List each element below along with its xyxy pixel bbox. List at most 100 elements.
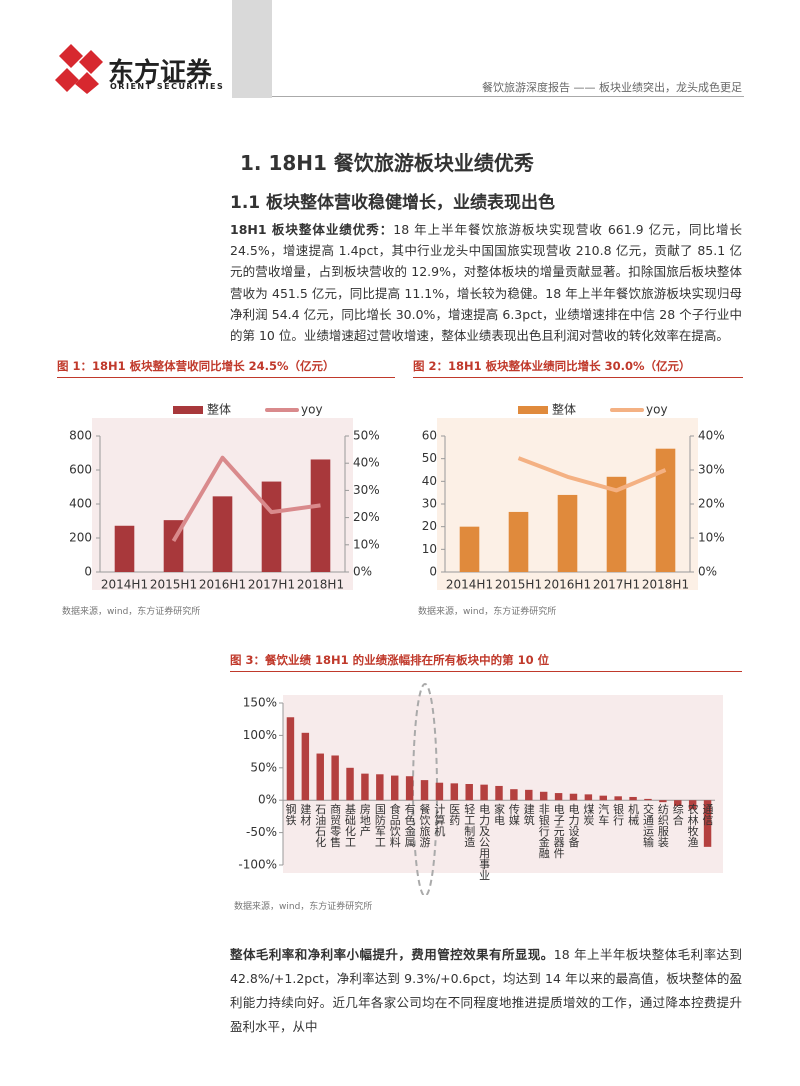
x-tick-label: 电子元器件: [552, 803, 565, 859]
y2-tick-label: 50%: [353, 429, 380, 443]
chart: -100% -50% 0% 50% 100% 150% 钢铁 建材 石油石化 商贸零售 基础化工 房地…: [238, 683, 723, 895]
y2-tick-label: 40%: [698, 429, 725, 443]
legend-swatch: [518, 406, 548, 414]
header-rule: [272, 96, 744, 97]
logo: [55, 44, 103, 94]
source: 数据来源，wind，东方证券研究所: [234, 902, 373, 912]
figure-title: 图 2：18H1 板块整体业绩同比增长 30.0%（亿元）: [413, 358, 743, 378]
y2-tick-label: 20%: [353, 510, 380, 524]
paragraph: 18H1 板块整体业绩优秀：18 年上半年餐饮旅游板块实现营收 661.9 亿元…: [230, 219, 742, 346]
y2-tick-label: 10%: [353, 537, 380, 551]
body: 18 年上半年餐饮旅游板块实现营收 661.9 亿元，同比增长 24.5%，增速…: [230, 222, 742, 344]
bar: [420, 780, 429, 801]
y2-tick-label: 30%: [353, 483, 380, 497]
y-tick-label: 400: [69, 497, 92, 511]
x-tick-label: 医药: [448, 803, 461, 826]
bar: [703, 800, 712, 847]
x-tick-label: 机械: [627, 802, 640, 826]
bar: [557, 494, 578, 572]
bar: [316, 753, 324, 801]
bar: [405, 776, 414, 801]
y-tick-label: 30: [422, 497, 437, 511]
x-tick-label: 家电: [493, 802, 506, 825]
bar: [539, 791, 548, 801]
x-tick-label: 商贸零售: [329, 802, 342, 848]
bar: [346, 767, 354, 801]
x-tick-label: 食品饮料: [388, 802, 401, 848]
x-tick-label: 2014H1: [101, 578, 148, 592]
bar: [212, 496, 233, 572]
y-tick-label: 600: [69, 463, 92, 477]
bar: [331, 755, 339, 801]
x-tick-label: 基础化工: [344, 803, 357, 847]
y-tick-label: 60: [422, 429, 437, 443]
y-tick-label: 0: [429, 565, 437, 579]
figure-title: 图 1：18H1 板块整体营收同比增长 24.5%（亿元）: [57, 358, 395, 378]
bar: [688, 800, 697, 810]
y-tick-label: 50%: [250, 760, 277, 774]
x-tick-label: 石油石化: [314, 803, 327, 848]
subsection-title: 1.1 板块整体营收稳健增长，业绩表现出色: [230, 193, 556, 213]
y-tick-label: 0%: [258, 793, 277, 807]
bar: [361, 773, 369, 801]
bar: [510, 789, 518, 801]
bar: [606, 476, 627, 572]
paragraph: 整体毛利率和净利率小幅提升，费用管控效果有所显现。18 年上半年板块整体毛利率达…: [230, 943, 742, 1039]
x-tick-label: 有色金属: [403, 802, 416, 848]
bar: [459, 526, 480, 572]
bar: [301, 732, 310, 801]
x-tick-label: 煤炭: [582, 803, 595, 826]
x-tick-label: 纺织服装: [656, 802, 669, 848]
bar: [261, 481, 282, 572]
bar: [655, 448, 676, 572]
y-tick-label: 800: [69, 429, 92, 443]
chart: 0 200 400 600 800 0% 10% 20% 30% 40% 50% 2014H1 2015…: [69, 402, 380, 592]
legend-label: yoy: [301, 403, 323, 417]
y-tick-label: -100%: [238, 858, 277, 872]
bar: [286, 717, 295, 801]
bar: [644, 798, 652, 801]
y2-tick-label: 0%: [353, 565, 372, 579]
bar: [584, 794, 593, 801]
bar: [599, 795, 607, 801]
x-tick-label: 交通运输: [641, 802, 654, 848]
legend-label: 整体: [552, 402, 576, 417]
x-tick-label: 银行: [612, 802, 625, 826]
y2-tick-label: 10%: [698, 531, 725, 545]
bar: [114, 525, 135, 572]
line: [171, 455, 321, 543]
plot-background: [283, 695, 723, 873]
y2-tick-label: 30%: [698, 463, 725, 477]
bar: [508, 511, 529, 572]
x-tick-label: 房地产: [358, 803, 371, 837]
y-tick-label: 40: [422, 474, 437, 488]
legend-swatch: [173, 406, 203, 414]
x-tick-label: 电力设备: [567, 803, 580, 848]
bar: [629, 796, 637, 801]
x-tick-label: 传媒: [507, 803, 520, 826]
source: 数据来源，wind，东方证券研究所: [62, 607, 201, 617]
y-tick-label: 20: [422, 519, 437, 533]
bar: [310, 459, 331, 572]
brand-en: ORIENT SECURITIES: [110, 82, 225, 91]
bar: [495, 785, 503, 801]
bar: [525, 789, 533, 801]
bar: [659, 800, 667, 803]
y2-tick-label: 0%: [698, 565, 717, 579]
x-tick-label: 2018H1: [642, 578, 689, 592]
y-tick-label: 100%: [243, 728, 277, 742]
x-tick-label: 汽车: [597, 802, 610, 826]
bar: [376, 774, 384, 801]
y-tick-label: 50: [422, 451, 437, 465]
bar: [569, 793, 578, 801]
bar: [450, 783, 459, 801]
bar: [674, 800, 682, 807]
x-tick-label: 轻工制造: [463, 802, 476, 847]
x-tick-label: 2015H1: [150, 578, 197, 592]
x-tick-label: 电力及公用事业: [478, 803, 491, 880]
y-tick-label: 150%: [243, 696, 277, 710]
bar: [614, 796, 622, 801]
y2-tick-label: 20%: [698, 497, 725, 511]
